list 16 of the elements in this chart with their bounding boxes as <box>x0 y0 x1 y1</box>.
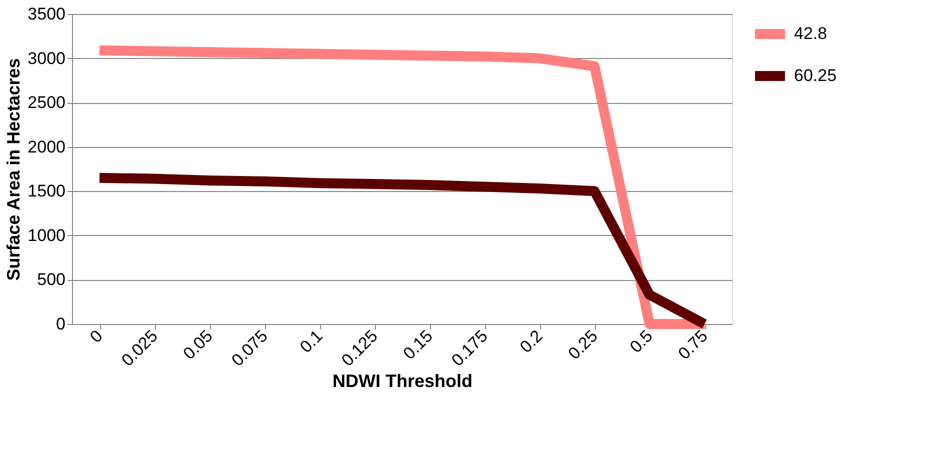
y-tick-label: 2500 <box>28 93 66 112</box>
y-tick-label: 1000 <box>28 226 66 245</box>
legend-label: 60.25 <box>794 66 837 85</box>
x-tick-label: 0.5 <box>626 326 656 357</box>
y-tick-label: 0 <box>56 314 66 334</box>
y-tick-label: 500 <box>37 270 66 290</box>
x-axis-title: NDWI Threshold <box>332 371 472 392</box>
y-axis-title: Surface Area in Hectacres <box>4 58 24 281</box>
legend-label: 42.8 <box>794 24 828 43</box>
x-tick-label: 0.1 <box>296 326 326 357</box>
y-tick-label: 1500 <box>28 182 66 201</box>
y-tick-label: 3000 <box>28 48 66 68</box>
x-tick-label: 0.2 <box>516 326 546 357</box>
y-tick-label: 2000 <box>28 137 66 156</box>
x-tick-label: 0 <box>86 326 106 347</box>
y-tick-label: 3500 <box>28 4 66 24</box>
